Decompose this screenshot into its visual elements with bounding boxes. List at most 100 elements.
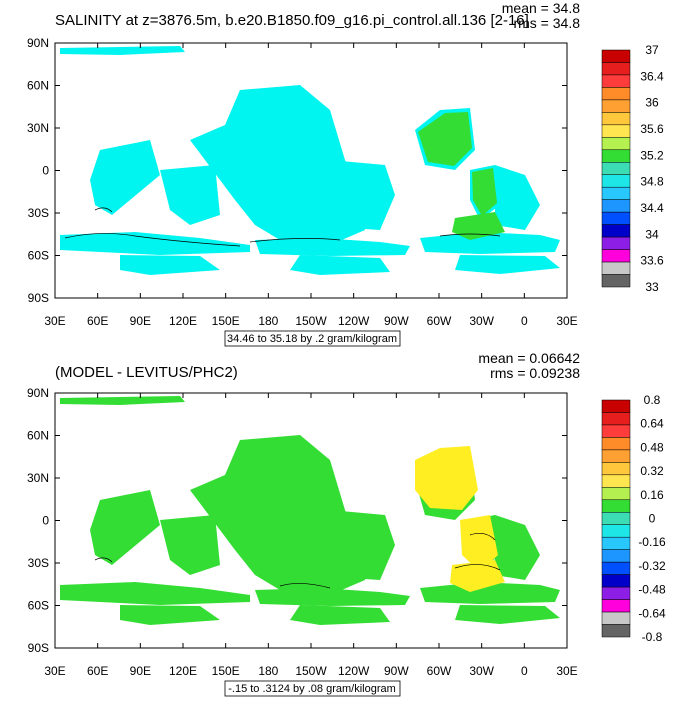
- colorbar-swatch: [601, 149, 631, 163]
- colorbar-label: 0.8: [644, 393, 661, 407]
- longitude-axis: 30E 60E 90E 120E 150E 180 150W 120W 90W 60W 30W 0 30…: [44, 43, 578, 328]
- latitude-axis: 90N 60N 30N 0 30S 60S 90S: [27, 36, 567, 305]
- colorbar-label: 0.16: [640, 488, 664, 502]
- colorbar-label: 34.4: [640, 201, 664, 215]
- pacific-east: [330, 510, 395, 580]
- lon-tick-label: 0: [521, 664, 528, 678]
- colorbar-label: -0.16: [638, 535, 666, 549]
- southern-ocean-3: [420, 232, 560, 254]
- colorbar-swatch: [601, 536, 631, 550]
- colorbar-label: 0.64: [640, 417, 664, 431]
- lat-tick-label: 60N: [27, 429, 49, 443]
- colorbar-swatch: [601, 574, 631, 588]
- colorbar-swatch: [601, 599, 631, 613]
- colorbar-swatch: [601, 124, 631, 138]
- pacific-east: [330, 160, 395, 230]
- colorbar-label: 36: [645, 96, 659, 110]
- mean-value: mean = 34.8: [502, 0, 580, 16]
- salinity-map-figure: SALINITY at z=3876.5m, b.e20.B1850.f09_g…: [27, 0, 664, 347]
- map-plot-area: [54, 392, 568, 649]
- colorbar-swatch: [601, 236, 631, 250]
- atlantic-south: [495, 515, 540, 580]
- colorbar-label: -0.8: [642, 630, 663, 644]
- colorbar-swatch: [601, 624, 631, 638]
- lat-tick-label: 30S: [28, 556, 49, 570]
- lon-tick-label: 90W: [384, 314, 409, 328]
- southern-ocean-6: [455, 255, 560, 274]
- colorbar-label: 35.6: [640, 122, 664, 136]
- lat-tick-label: 0: [42, 514, 49, 528]
- colorbar-label: 34.8: [640, 175, 664, 189]
- lon-tick-label: 30E: [556, 664, 577, 678]
- colorbar-swatch: [601, 199, 631, 213]
- lon-tick-label: 90E: [130, 314, 151, 328]
- lon-tick-label: 120E: [169, 664, 197, 678]
- colorbar-swatch: [601, 224, 631, 238]
- colorbar-label: 34: [645, 227, 659, 241]
- lon-tick-label: 0: [521, 314, 528, 328]
- southern-ocean-1: [60, 582, 250, 605]
- colorbar-swatch: [601, 474, 631, 488]
- colorbar-label: 33: [645, 280, 659, 294]
- lon-tick-label: 120W: [338, 314, 370, 328]
- accent-atlantic-south: [450, 560, 505, 592]
- lon-tick-label: 150E: [212, 664, 240, 678]
- difference-map-panel: (MODEL - LEVITUS/PHC2) mean = 0.06642 rm…: [0, 350, 700, 700]
- southern-ocean-5: [290, 255, 390, 275]
- colorbar-label: -0.64: [638, 606, 666, 620]
- lon-tick-label: 90E: [130, 664, 151, 678]
- lat-tick-label: 60N: [27, 79, 49, 93]
- colorbar-swatch: [601, 274, 631, 288]
- colorbar-swatch: [601, 87, 631, 101]
- lon-tick-label: 120W: [338, 664, 370, 678]
- colorbar-label: 33.6: [640, 254, 664, 268]
- colorbar-label: 0.32: [640, 464, 664, 478]
- mean-value: mean = 0.06642: [478, 350, 580, 366]
- colorbar-swatch: [601, 74, 631, 88]
- colorbar-swatch: [601, 261, 631, 275]
- colorbar-swatch: [601, 137, 631, 151]
- colorbar-swatch: [601, 186, 631, 200]
- rms-value: rms = 34.8: [513, 15, 580, 31]
- southern-ocean-1: [60, 232, 250, 255]
- colorbar-label: 35.2: [640, 148, 664, 162]
- colorbar-swatch: [601, 49, 631, 63]
- lat-tick-label: 0: [42, 164, 49, 178]
- colorbar-swatch: [601, 611, 631, 625]
- colorbar-label: 0.48: [640, 440, 664, 454]
- colorbar-swatch: [601, 512, 631, 525]
- colorbar-swatch: [601, 487, 631, 501]
- arctic-strip: [60, 46, 185, 55]
- longitude-axis: 30E 60E 90E 120E 150E 180 150W 120W 90W 60W 30W 0 30…: [44, 393, 578, 678]
- arctic-strip: [60, 396, 185, 405]
- contour-lines: [94, 533, 501, 589]
- contour-info: -.15 to .3124 by .08 gram/kilogram: [228, 683, 396, 695]
- lat-tick-label: 90S: [28, 291, 49, 305]
- colorbar-label: -0.32: [638, 559, 666, 573]
- colorbar: 37 36.4 36 35.6 35.2 34.8 34.4 34 33.6 33: [601, 43, 664, 294]
- lon-tick-label: 180: [258, 314, 278, 328]
- colorbar-swatch: [601, 449, 631, 463]
- accent-atlantic-north: [418, 112, 472, 166]
- lon-tick-label: 60E: [87, 664, 108, 678]
- accent-atlantic-north: [415, 446, 478, 510]
- map-plot-area: [54, 42, 568, 299]
- colorbar-swatch: [601, 412, 631, 426]
- southern-ocean-4: [120, 255, 220, 275]
- contour-info: 34.46 to 35.18 by .2 gram/kilogram: [227, 333, 397, 345]
- ocean-field-accent: [415, 446, 505, 592]
- colorbar-swatch: [601, 99, 631, 113]
- colorbar-swatch: [601, 462, 631, 476]
- lon-tick-label: 150W: [295, 314, 327, 328]
- southern-ocean-2: [255, 238, 410, 256]
- colorbar-swatch: [601, 424, 631, 438]
- rms-value: rms = 0.09238: [490, 365, 580, 381]
- colorbar-swatch: [601, 549, 631, 563]
- southern-ocean-6: [455, 605, 560, 624]
- colorbar-swatch: [601, 586, 631, 600]
- lat-tick-label: 30N: [27, 471, 49, 485]
- accent-atlantic-central: [472, 168, 497, 216]
- lon-tick-label: 60E: [87, 314, 108, 328]
- colorbar-swatch: [601, 561, 631, 575]
- colorbar: 0.8 0.64 0.48 0.32 0.16 0 -0.16 -0.32 -0.48 -0.64…: [601, 393, 666, 644]
